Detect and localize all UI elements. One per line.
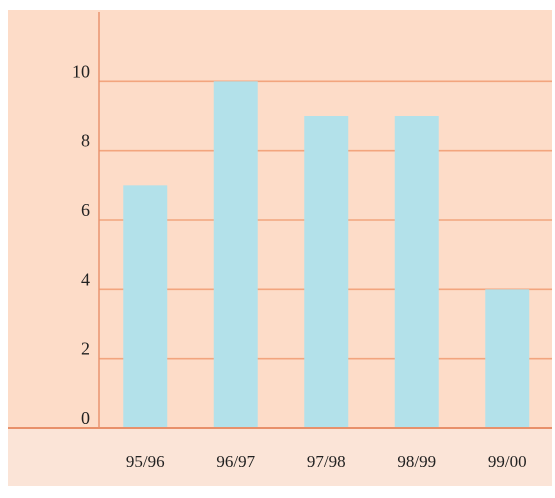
x-tick-label: 96/97 [216, 452, 255, 471]
x-tick-labels: 95/96 96/97 97/98 98/99 99/00 [126, 452, 527, 471]
bar-97-98 [304, 116, 349, 428]
y-tick-labels: 0 2 4 6 8 10 [72, 61, 90, 428]
category-axis-band [8, 428, 552, 486]
bar-98-99 [394, 116, 439, 428]
y-tick-label: 8 [81, 131, 90, 151]
y-tick-label: 4 [81, 269, 90, 289]
y-tick-label: 2 [81, 339, 90, 359]
y-tick-label: 10 [72, 61, 90, 81]
bar-99-00 [485, 289, 530, 428]
x-tick-label: 98/99 [397, 452, 436, 471]
bars [123, 81, 530, 428]
bar-96-97 [213, 81, 258, 428]
y-tick-label: 0 [81, 408, 90, 428]
y-tick-label: 6 [81, 200, 90, 220]
x-tick-label: 97/98 [307, 452, 346, 471]
bar-95-96 [123, 185, 168, 428]
x-tick-label: 99/00 [488, 452, 527, 471]
x-tick-label: 95/96 [126, 452, 165, 471]
